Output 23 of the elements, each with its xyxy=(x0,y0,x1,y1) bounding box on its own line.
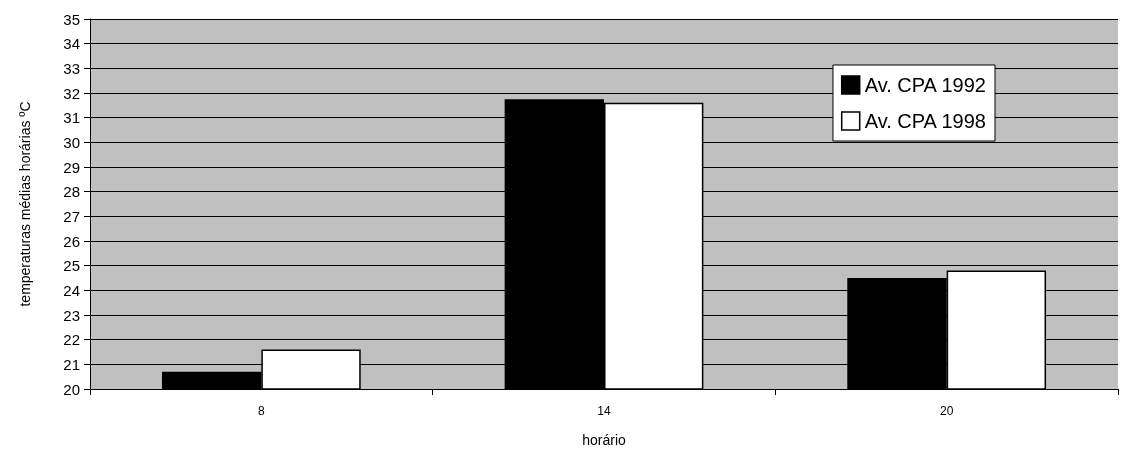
y-tick-label: 22 xyxy=(63,331,80,349)
y-tick-label: 23 xyxy=(63,306,80,324)
y-tick-label: 31 xyxy=(63,109,80,127)
x-tick-label: 14 xyxy=(597,404,611,418)
y-tick-label: 20 xyxy=(63,380,80,398)
y-tick-label: 34 xyxy=(63,35,80,53)
x-tick-label: 20 xyxy=(939,404,954,418)
legend-label: Av. CPA 1992 xyxy=(864,74,986,96)
y-tick-label: 30 xyxy=(63,133,80,151)
y-tick-label: 33 xyxy=(63,59,80,77)
y-tick-label: 24 xyxy=(63,281,80,299)
y-tick-label: 29 xyxy=(63,158,80,176)
y-tick-label: 32 xyxy=(63,84,80,102)
x-tick-label: 8 xyxy=(257,404,265,418)
y-tick-label: 35 xyxy=(63,10,80,28)
y-tick-label: 26 xyxy=(63,232,80,250)
y-tick-label: 25 xyxy=(63,257,80,275)
y-tick-label: 28 xyxy=(63,183,80,201)
y-tick-label: 21 xyxy=(63,355,80,373)
y-axis-title: temperaturas médias horárias ºC xyxy=(17,101,33,307)
x-axis-title: horário xyxy=(582,432,626,448)
legend-label: Av. CPA 1998 xyxy=(864,110,986,132)
y-tick-label: 27 xyxy=(63,207,80,225)
